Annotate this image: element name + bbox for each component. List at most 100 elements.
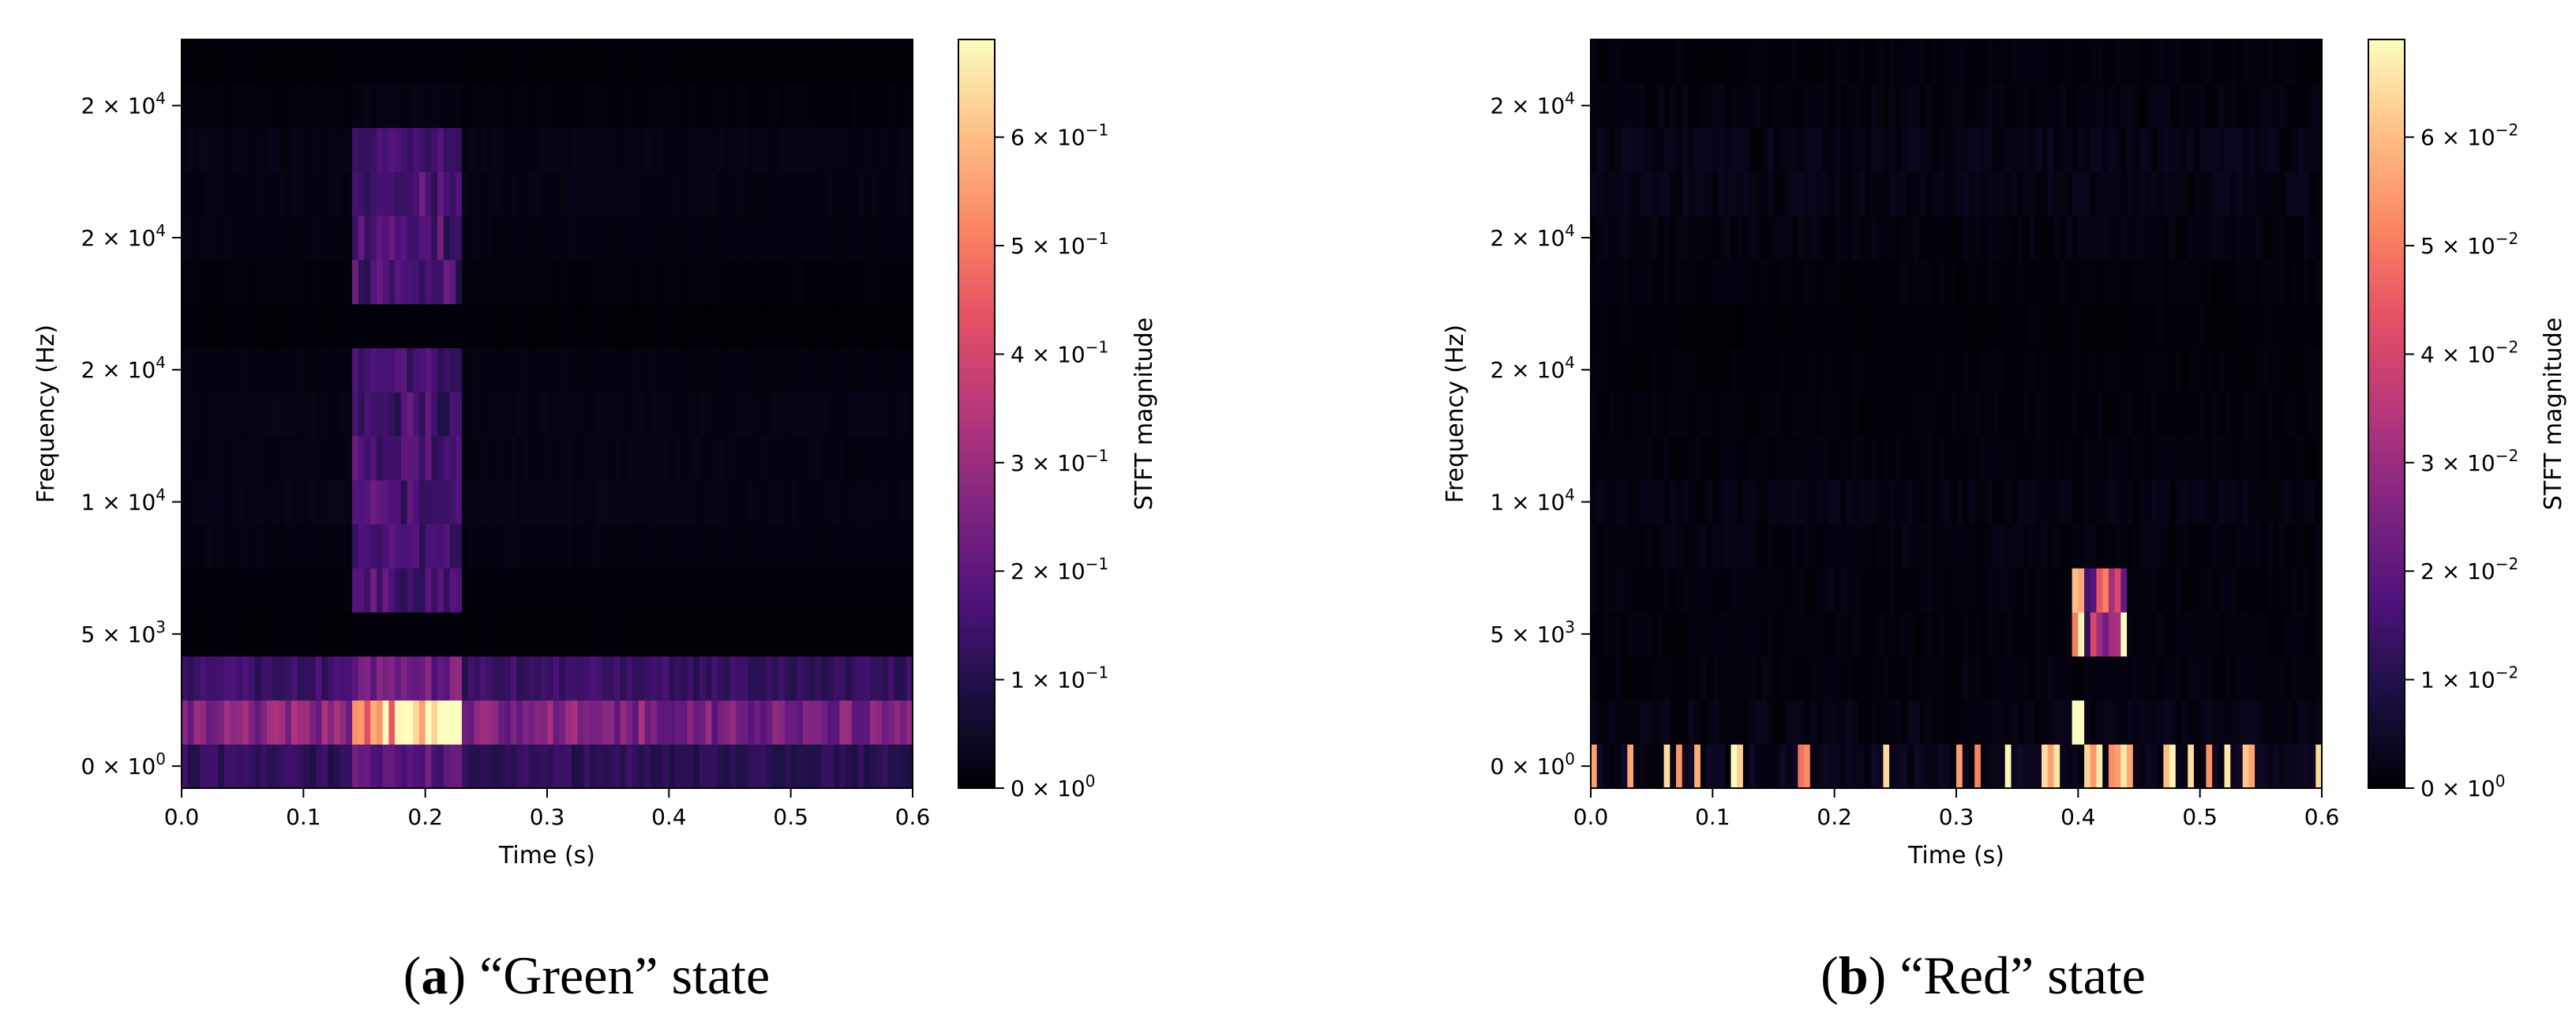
heatmap-cell [2090, 524, 2098, 569]
heatmap-cell [711, 611, 718, 657]
heatmap-cell [1895, 700, 1903, 745]
heatmap-cell [1798, 216, 1805, 261]
heatmap-cell [741, 611, 749, 657]
y-tick-label: 2 × 104 [1490, 353, 1575, 383]
heatmap-cell [2193, 303, 2201, 348]
heatmap-cell [1834, 568, 1841, 613]
heatmap-cell [1925, 303, 1933, 348]
heatmap-cell [248, 127, 256, 172]
heatmap-cell [1688, 216, 1695, 261]
heatmap-cell [1956, 392, 1963, 437]
heatmap-cell [1822, 216, 1829, 261]
heatmap-cell [662, 435, 669, 481]
heatmap-cell [425, 83, 432, 129]
heatmap-cell [565, 83, 572, 129]
heatmap-cell [2309, 216, 2316, 261]
heatmap-cell [1688, 392, 1695, 437]
heatmap-cell [1901, 171, 1908, 216]
heatmap-cell [882, 392, 889, 437]
heatmap-cell [418, 171, 426, 216]
heatmap-cell [760, 347, 767, 392]
heatmap-cell [2150, 435, 2158, 481]
heatmap-cell [2315, 568, 2323, 613]
heatmap-cell [1779, 524, 1787, 569]
heatmap-cell [285, 303, 292, 348]
heatmap-cell [1919, 171, 1927, 216]
heatmap-cell [2090, 435, 2098, 481]
heatmap-cell [218, 744, 225, 789]
heatmap-cell [2078, 127, 2085, 172]
heatmap-cell [2188, 524, 2195, 569]
heatmap-cell [1980, 259, 1988, 305]
heatmap-cell [2029, 216, 2036, 261]
heatmap-cell [1682, 568, 1689, 613]
heatmap-cell [2132, 700, 2140, 745]
heatmap-cell [778, 655, 786, 701]
heatmap-cell [437, 655, 444, 701]
heatmap-cell [1968, 259, 1975, 305]
heatmap-cell [480, 655, 487, 701]
heatmap-cell [523, 39, 530, 84]
heatmap-cell [1621, 392, 1628, 437]
heatmap-cell [395, 83, 402, 129]
heatmap-cell [1883, 127, 1890, 172]
heatmap-cell [797, 568, 804, 613]
heatmap-cell [1670, 216, 1677, 261]
heatmap-cell [1688, 568, 1695, 613]
heatmap-cell [370, 435, 377, 481]
heatmap-cell [1749, 303, 1756, 348]
heatmap-cell [418, 435, 426, 481]
heatmap-cell [2029, 303, 2036, 348]
heatmap-cell [1614, 744, 1622, 789]
heatmap-cell [1712, 347, 1719, 392]
heatmap-cell [2127, 83, 2134, 129]
heatmap-cell [254, 479, 261, 525]
heatmap-cell [242, 700, 249, 745]
heatmap-cell [620, 744, 627, 789]
heatmap-cell [797, 392, 804, 437]
heatmap-cell [1816, 39, 1823, 84]
heatmap-cell [571, 39, 579, 84]
heatmap-cell [1773, 744, 1780, 789]
heatmap-cell [1737, 611, 1744, 657]
heatmap-cell [376, 744, 384, 789]
heatmap-cell [297, 392, 304, 437]
heatmap-cell [407, 479, 414, 525]
heatmap-cell [2004, 127, 2012, 172]
heatmap-cell [711, 171, 718, 216]
heatmap-cell [1755, 259, 1762, 305]
heatmap-cell [376, 435, 384, 481]
heatmap-cell [339, 171, 347, 216]
heatmap-cell [1609, 39, 1616, 84]
heatmap-cell [1865, 655, 1872, 701]
heatmap-cell [486, 435, 493, 481]
heatmap-cell [815, 700, 822, 745]
heatmap-cell [882, 744, 889, 789]
heatmap-cell [1993, 524, 2000, 569]
heatmap-cell [1968, 744, 1975, 789]
heatmap-cell [272, 392, 280, 437]
heatmap-cell [2053, 611, 2060, 657]
heatmap-cell [1877, 524, 1884, 569]
heatmap-cell [741, 127, 749, 172]
heatmap-cell [583, 479, 591, 525]
heatmap-cell [1858, 216, 1865, 261]
heatmap-cell [547, 303, 554, 348]
heatmap-cell [272, 83, 280, 129]
heatmap-cell [888, 611, 895, 657]
heatmap-cell [772, 347, 779, 392]
heatmap-cell [681, 83, 688, 129]
heatmap-cell [346, 435, 353, 481]
heatmap-cell [1633, 611, 1640, 657]
heatmap-cell [200, 435, 207, 481]
heatmap-cell [900, 655, 907, 701]
heatmap-cell [449, 611, 456, 657]
heatmap-cell [2236, 171, 2244, 216]
heatmap-cell [1798, 611, 1805, 657]
heatmap-cell [894, 83, 902, 129]
heatmap-cell [2157, 127, 2164, 172]
heatmap-cell [748, 303, 755, 348]
heatmap-cell [1730, 655, 1738, 701]
heatmap-cell [559, 568, 566, 613]
heatmap-cell [352, 611, 359, 657]
